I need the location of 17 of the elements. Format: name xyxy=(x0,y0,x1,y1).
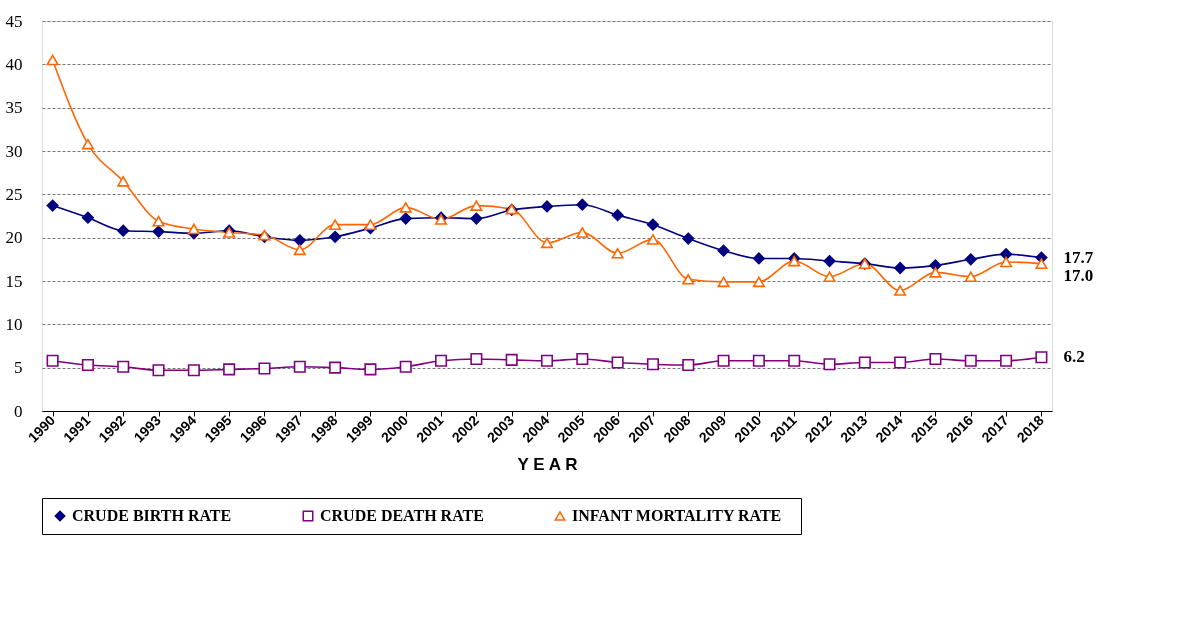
y-tick-label: 15 xyxy=(5,271,23,291)
y-tick-label: 35 xyxy=(5,98,23,118)
data-label: 6.2 xyxy=(1063,347,1085,367)
y-tick-label: 0 xyxy=(14,401,23,421)
data-label: 17.0 xyxy=(1063,265,1094,285)
y-tick-label: 10 xyxy=(5,314,23,334)
legend-label: CRUDE DEATH RATE xyxy=(320,507,484,524)
x-axis-title: Y E A R xyxy=(517,455,578,475)
legend-label: INFANT MORTALITY RATE xyxy=(572,507,782,524)
y-tick-label: 25 xyxy=(5,184,23,204)
y-tick-label: 40 xyxy=(5,54,23,74)
y-tick-label: 5 xyxy=(14,358,23,378)
y-tick-label: 20 xyxy=(5,228,23,248)
data-label: 17.7 xyxy=(1063,247,1094,267)
y-tick-label: 30 xyxy=(5,141,23,161)
legend-label: CRUDE BIRTH RATE xyxy=(72,507,232,524)
y-tick-label: 45 xyxy=(5,11,23,31)
